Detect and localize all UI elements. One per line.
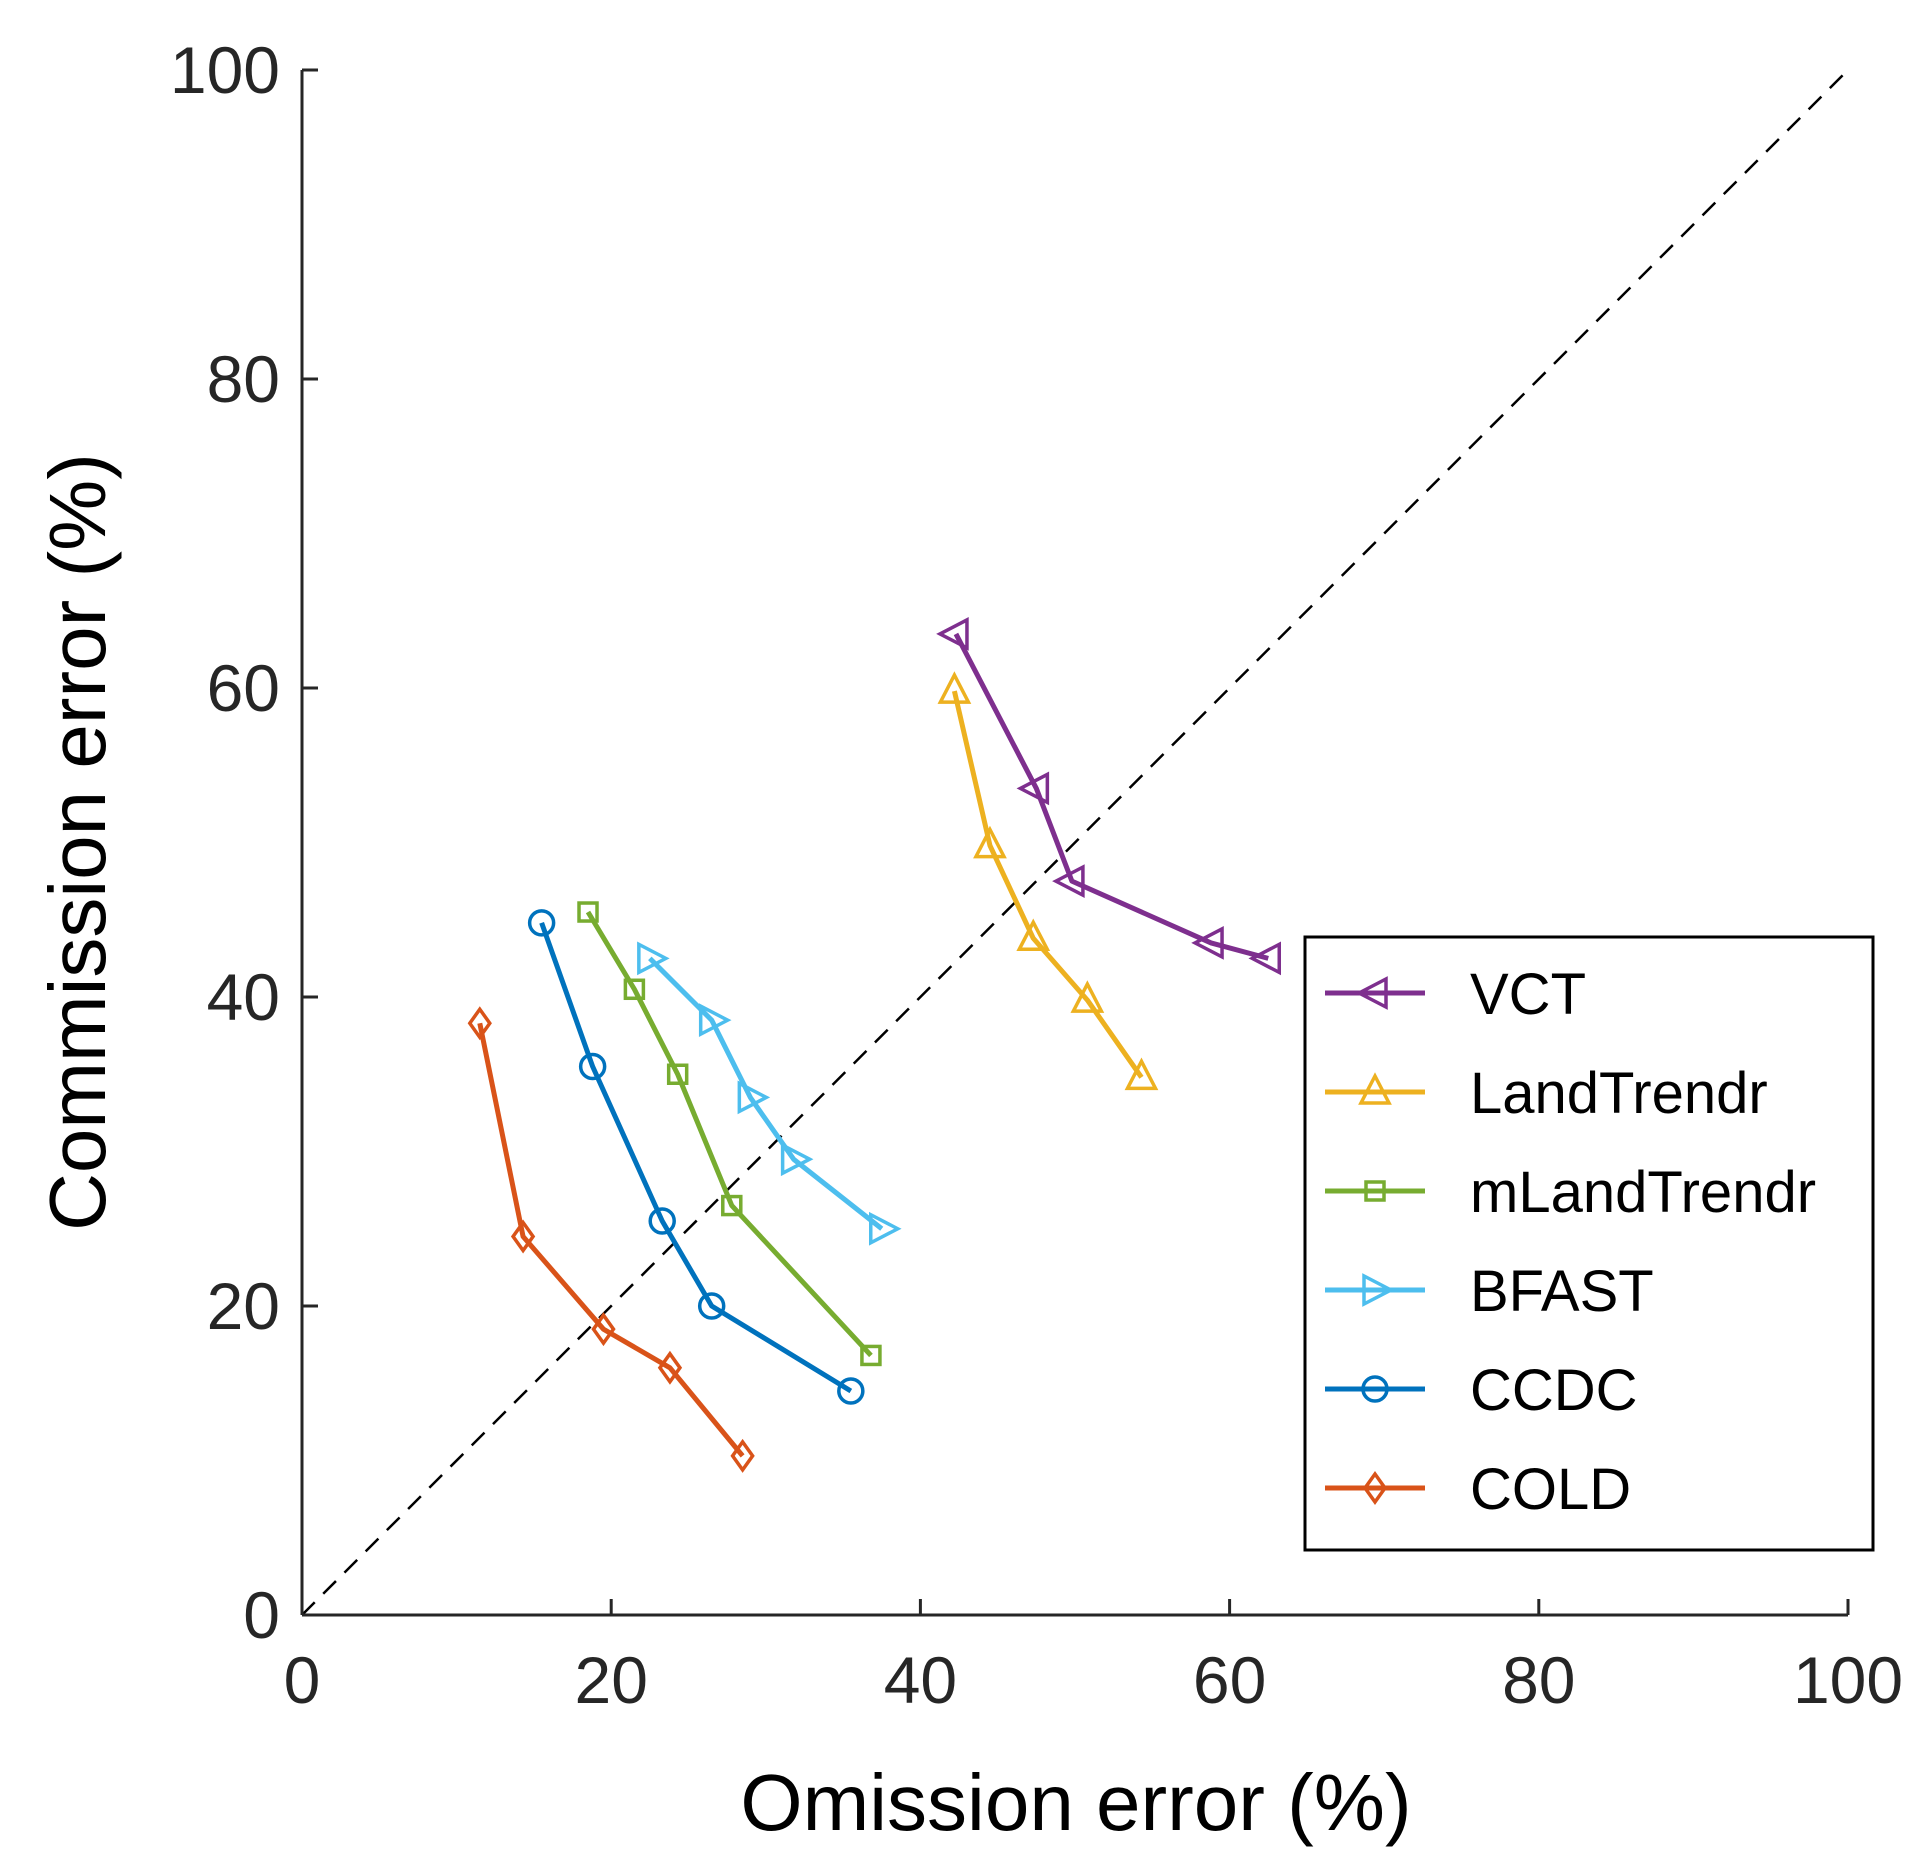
data-point-mlandtrendr bbox=[577, 901, 599, 923]
legend-label-landtrendr: LandTrendr bbox=[1470, 1061, 1768, 1126]
legend-entry-mlandtrendr: mLandTrendr bbox=[1325, 1160, 1816, 1225]
series-line-ccdc bbox=[539, 922, 853, 1394]
data-point-cold bbox=[591, 1312, 616, 1347]
series-cold bbox=[467, 1006, 755, 1473]
data-point-ccdc bbox=[648, 1207, 676, 1235]
y-tick-label: 60 bbox=[207, 651, 280, 725]
data-point-ccdc bbox=[837, 1377, 865, 1405]
y-tick-label: 0 bbox=[243, 1578, 280, 1652]
data-point-vct bbox=[1248, 941, 1281, 976]
legend: VCT LandTrendr mLandTrendr BFAST CCDC COLD bbox=[1303, 935, 1875, 1552]
series-mlandtrendr bbox=[577, 901, 882, 1367]
series-vct bbox=[936, 617, 1281, 976]
data-point-vct bbox=[936, 617, 969, 651]
data-point-vct bbox=[1191, 926, 1224, 960]
legend-label-cold: COLD bbox=[1470, 1457, 1631, 1522]
data-point-vct bbox=[1016, 771, 1050, 806]
legend-label-ccdc: CCDC bbox=[1470, 1358, 1638, 1423]
data-point-bfast bbox=[637, 941, 670, 976]
legend-label-vct: VCT bbox=[1470, 962, 1586, 1027]
data-point-bfast bbox=[737, 1080, 771, 1115]
x-tick-label: 20 bbox=[574, 1643, 647, 1717]
series-line-vct bbox=[953, 632, 1269, 961]
data-point-mlandtrendr bbox=[623, 978, 646, 1001]
data-point-cold bbox=[657, 1350, 683, 1385]
legend-marker-landtrendr bbox=[1358, 1072, 1392, 1105]
y-axis: 0 20 40 60 80 100 bbox=[170, 33, 318, 1652]
x-axis: 0 20 40 60 80 100 bbox=[284, 1599, 1903, 1717]
legend-box bbox=[1303, 935, 1875, 1552]
legend-marker-cold bbox=[1362, 1470, 1388, 1506]
series-ccdc bbox=[527, 909, 865, 1405]
x-tick-label: 0 bbox=[284, 1643, 321, 1717]
one-to-one-reference-line bbox=[301, 69, 1849, 1616]
series-layer bbox=[467, 617, 1281, 1473]
data-point-ccdc bbox=[527, 909, 556, 937]
series-line-cold bbox=[477, 1022, 745, 1458]
series-line-bfast bbox=[648, 956, 884, 1231]
data-point-mlandtrendr bbox=[721, 1194, 743, 1217]
legend-entry-bfast: BFAST bbox=[1325, 1259, 1654, 1324]
x-axis-title: Omission error (%) bbox=[740, 1758, 1411, 1847]
legend-label-bfast: BFAST bbox=[1470, 1259, 1654, 1324]
series-landtrendr bbox=[937, 671, 1159, 1091]
data-point-mlandtrendr bbox=[666, 1063, 689, 1085]
data-point-landtrendr bbox=[1070, 980, 1105, 1013]
data-point-bfast bbox=[869, 1211, 902, 1246]
legend-entry-cold: COLD bbox=[1325, 1457, 1631, 1522]
data-point-bfast bbox=[698, 1003, 732, 1038]
x-tick-label: 40 bbox=[884, 1643, 957, 1717]
data-point-ccdc bbox=[578, 1052, 607, 1081]
x-tick-label: 60 bbox=[1193, 1643, 1266, 1717]
legend-entry-vct: VCT bbox=[1325, 962, 1586, 1027]
data-point-cold bbox=[467, 1006, 492, 1041]
data-point-ccdc bbox=[697, 1292, 726, 1320]
series-line-landtrendr bbox=[951, 690, 1144, 1079]
legend-marker-bfast bbox=[1362, 1273, 1395, 1307]
data-point-landtrendr bbox=[973, 825, 1007, 859]
data-point-landtrendr bbox=[937, 671, 972, 704]
y-tick-label: 40 bbox=[207, 960, 280, 1034]
data-point-vct bbox=[1052, 864, 1085, 899]
legend-marker-vct bbox=[1355, 976, 1388, 1010]
data-point-cold bbox=[510, 1219, 536, 1254]
series-bfast bbox=[637, 941, 902, 1246]
y-tick-label: 20 bbox=[207, 1269, 280, 1343]
legend-label-mlandtrendr: mLandTrendr bbox=[1470, 1160, 1816, 1225]
legend-marker-mlandtrendr bbox=[1364, 1180, 1386, 1202]
x-tick-label: 100 bbox=[1793, 1643, 1903, 1717]
data-point-bfast bbox=[780, 1142, 814, 1177]
legend-entry-landtrendr: LandTrendr bbox=[1325, 1061, 1768, 1126]
y-axis-title: Commission error (%) bbox=[33, 453, 122, 1231]
legend-entry-ccdc: CCDC bbox=[1325, 1358, 1638, 1423]
y-tick-label: 80 bbox=[207, 342, 280, 416]
data-point-landtrendr bbox=[1016, 918, 1051, 952]
y-tick-label: 100 bbox=[170, 33, 280, 107]
data-point-landtrendr bbox=[1124, 1057, 1159, 1091]
series-line-mlandtrendr bbox=[585, 910, 873, 1358]
legend-marker-ccdc bbox=[1361, 1375, 1389, 1403]
data-point-cold bbox=[730, 1438, 755, 1473]
x-tick-label: 80 bbox=[1502, 1643, 1575, 1717]
data-point-mlandtrendr bbox=[860, 1344, 882, 1367]
